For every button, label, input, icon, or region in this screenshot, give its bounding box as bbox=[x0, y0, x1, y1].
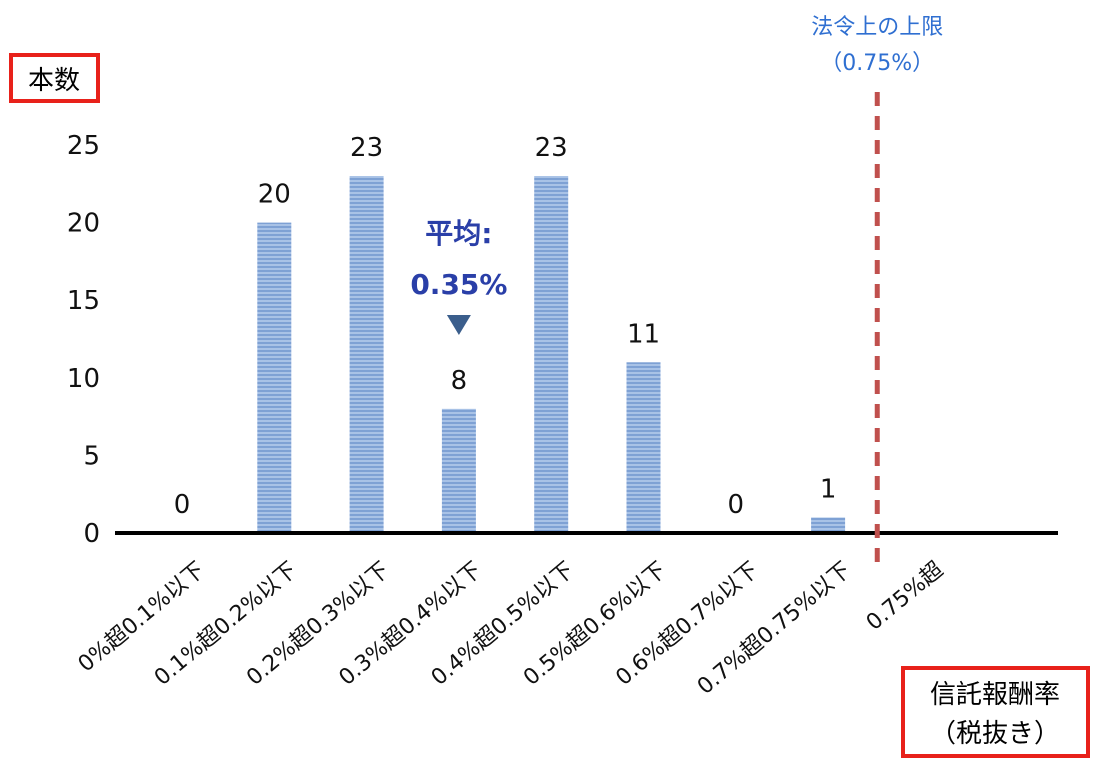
data-label: 11 bbox=[627, 319, 660, 349]
average-marker-icon bbox=[446, 315, 471, 335]
y-tick-label: 5 bbox=[83, 441, 100, 471]
x-axis-title: 信託報酬率 （税抜き） bbox=[901, 666, 1090, 758]
bar bbox=[349, 176, 384, 534]
x-tick-label: 0.75%超 bbox=[862, 557, 948, 635]
data-label: 23 bbox=[350, 133, 383, 163]
data-label: 0 bbox=[174, 490, 191, 520]
x-axis-title-box bbox=[901, 666, 1090, 758]
y-tick-label: 10 bbox=[67, 364, 100, 394]
data-labels-group: 0 20 23 8 23 11 0 1 bbox=[174, 133, 837, 520]
average-value: 0.35% bbox=[410, 268, 507, 301]
bar bbox=[811, 517, 846, 533]
y-tick-label: 25 bbox=[67, 131, 100, 161]
average-label: 平均: bbox=[425, 217, 492, 250]
bar bbox=[441, 408, 476, 533]
y-tick-label: 15 bbox=[67, 286, 100, 316]
data-label: 1 bbox=[820, 474, 837, 504]
bar bbox=[534, 176, 569, 534]
y-axis-title-box bbox=[9, 53, 100, 103]
legal-limit-annotation: 法令上の上限 （0.75%） bbox=[811, 15, 943, 76]
bar bbox=[257, 222, 292, 533]
category-labels-group: 0%超0.1%以下0.1%超0.2%以下0.2%超0.3%以下0.3%超0.4%… bbox=[74, 557, 949, 699]
x-axis-title-line1: 信託報酬率 bbox=[930, 680, 1060, 710]
data-label: 8 bbox=[451, 366, 468, 396]
legal-limit-value: （0.75%） bbox=[820, 51, 934, 76]
bar bbox=[626, 362, 661, 533]
legal-limit-label: 法令上の上限 bbox=[811, 15, 943, 40]
y-axis-title: 本数 bbox=[9, 53, 100, 103]
x-axis-title-line2: （税抜き） bbox=[930, 719, 1060, 749]
data-label: 23 bbox=[535, 133, 568, 163]
data-label: 20 bbox=[258, 180, 291, 210]
y-axis-title-text: 本数 bbox=[28, 66, 80, 96]
bars-group bbox=[257, 176, 846, 534]
x-tick-label: 0.7%超0.75%以下 bbox=[693, 557, 856, 699]
y-tick-label: 0 bbox=[83, 519, 100, 549]
average-annotation: 平均: 0.35% bbox=[410, 217, 507, 335]
y-axis-ticks: 0 5 10 15 20 25 bbox=[67, 131, 100, 549]
y-tick-label: 20 bbox=[67, 209, 100, 239]
data-label: 0 bbox=[728, 490, 745, 520]
